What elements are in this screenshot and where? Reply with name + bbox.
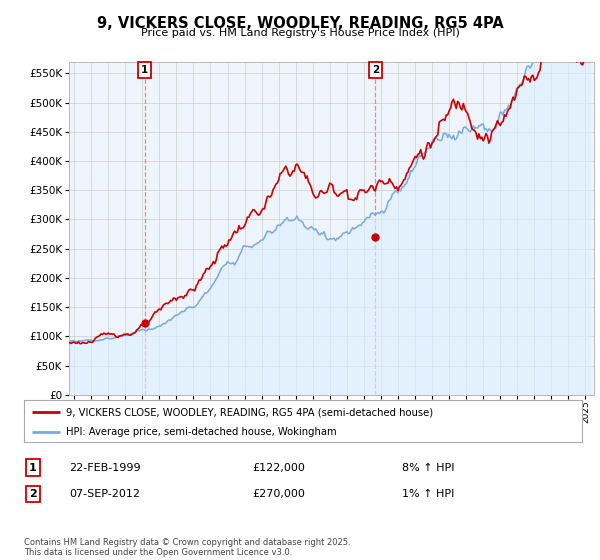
Text: Price paid vs. HM Land Registry's House Price Index (HPI): Price paid vs. HM Land Registry's House … bbox=[140, 28, 460, 38]
Text: 9, VICKERS CLOSE, WOODLEY, READING, RG5 4PA: 9, VICKERS CLOSE, WOODLEY, READING, RG5 … bbox=[97, 16, 503, 31]
Text: £122,000: £122,000 bbox=[252, 463, 305, 473]
Text: 2: 2 bbox=[372, 65, 379, 75]
Text: HPI: Average price, semi-detached house, Wokingham: HPI: Average price, semi-detached house,… bbox=[66, 427, 337, 437]
Text: 22-FEB-1999: 22-FEB-1999 bbox=[69, 463, 140, 473]
Text: 8% ↑ HPI: 8% ↑ HPI bbox=[402, 463, 455, 473]
Text: 2: 2 bbox=[29, 489, 37, 499]
Text: £270,000: £270,000 bbox=[252, 489, 305, 499]
Text: 1% ↑ HPI: 1% ↑ HPI bbox=[402, 489, 454, 499]
Text: 9, VICKERS CLOSE, WOODLEY, READING, RG5 4PA (semi-detached house): 9, VICKERS CLOSE, WOODLEY, READING, RG5 … bbox=[66, 407, 433, 417]
Text: 07-SEP-2012: 07-SEP-2012 bbox=[69, 489, 140, 499]
Text: Contains HM Land Registry data © Crown copyright and database right 2025.
This d: Contains HM Land Registry data © Crown c… bbox=[24, 538, 350, 557]
Text: 1: 1 bbox=[29, 463, 37, 473]
Text: 1: 1 bbox=[141, 65, 148, 75]
